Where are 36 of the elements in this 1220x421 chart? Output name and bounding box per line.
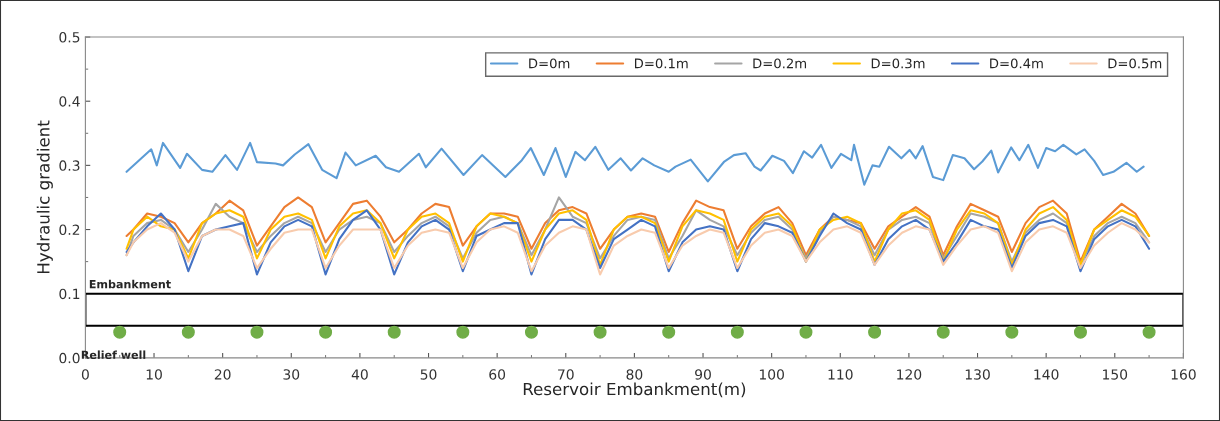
x-axis-title: Reservoir Embankment(m) (523, 382, 746, 398)
x-tick-label: 50 (420, 369, 437, 380)
x-tick-label: 140 (1034, 369, 1059, 380)
y-tick-label: 0.2 (59, 224, 80, 235)
x-tick-label: 80 (626, 369, 643, 380)
x-tick-label: 130 (965, 369, 990, 380)
y-tick-label: 0.4 (59, 96, 80, 107)
y-tick-label: 0.3 (59, 160, 80, 171)
x-tick-label: 120 (897, 369, 922, 380)
y-tick-label: 0.5 (59, 32, 80, 43)
band-label: Embankment (89, 279, 171, 289)
x-tick-label: 150 (1103, 369, 1128, 380)
y-axis-title: Hydraulic gradient (36, 120, 53, 274)
x-tick-label: 0 (81, 369, 89, 380)
y-tick-label: 0.0 (59, 352, 80, 364)
y-tick-label: 0.1 (59, 288, 80, 300)
line-series (125, 209, 1151, 276)
line-series (125, 222, 1151, 276)
x-tick-label: 160 (1171, 369, 1196, 380)
legend-label: D=0.3m (871, 58, 925, 69)
x-tick-label: 60 (489, 369, 506, 380)
x-tick-label: 30 (283, 369, 300, 380)
legend-label: D=0.4m (990, 58, 1043, 69)
x-tick-label: 70 (558, 369, 574, 380)
legend-label: D=0.1m (634, 58, 688, 69)
x-tick-label: 100 (759, 369, 784, 380)
legend-label: D=0.2m (753, 58, 807, 69)
line-series (125, 141, 1145, 186)
x-tick-label: 20 (214, 369, 231, 380)
x-tick-label: 90 (695, 369, 711, 380)
x-tick-label: 40 (351, 369, 368, 380)
series-label: Relief well (81, 350, 146, 360)
legend-label: D=0.5m (1108, 58, 1162, 69)
x-tick-label: 110 (828, 369, 853, 380)
x-tick-label: 10 (146, 369, 162, 380)
legend-label: D=0m (529, 58, 570, 69)
